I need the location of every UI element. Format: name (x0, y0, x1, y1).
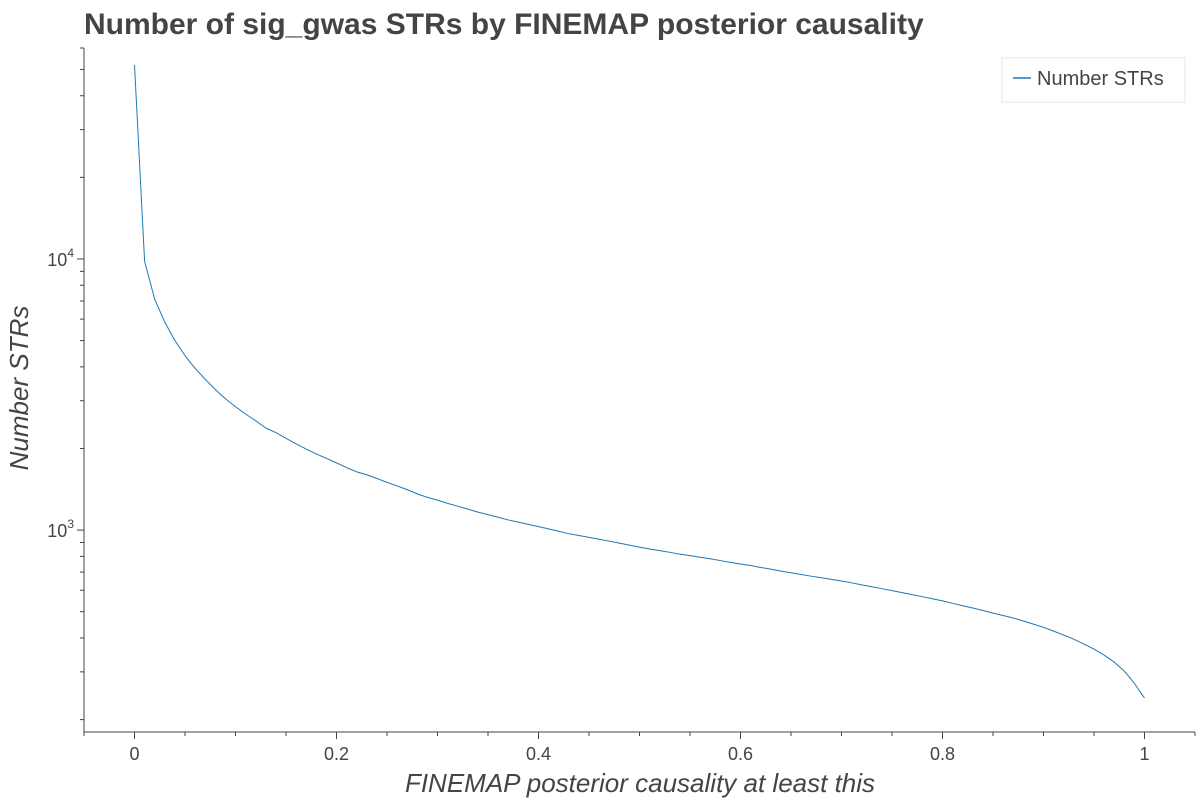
y-tick-label: 103 (47, 517, 74, 541)
x-tick-label: 0.8 (930, 744, 955, 764)
x-tick-label: 1 (1139, 744, 1149, 764)
x-tick-label: 0.6 (728, 744, 753, 764)
chart-title: Number of sig_gwas STRs by FINEMAP poste… (84, 8, 924, 41)
x-tick-label: 0.2 (324, 744, 349, 764)
legend: Number STRs (1001, 57, 1186, 103)
y-tick-label: 104 (47, 246, 74, 270)
x-tick-label: 0 (129, 744, 139, 764)
x-axis-ticks: 0 0.2 0.4 0.6 0.8 1 (83, 732, 1196, 764)
legend-series-label: Number STRs (1037, 68, 1164, 90)
axes (83, 48, 1195, 733)
legend-box (1001, 57, 1186, 103)
y-axis-label: Number STRs (4, 306, 34, 471)
x-tick-label: 0.4 (526, 744, 551, 764)
series-line (134, 64, 1145, 699)
x-axis-label: FINEMAP posterior causality at least thi… (405, 768, 875, 798)
series-layer (134, 64, 1145, 699)
y-axis-ticks: 103 104 (47, 47, 84, 721)
